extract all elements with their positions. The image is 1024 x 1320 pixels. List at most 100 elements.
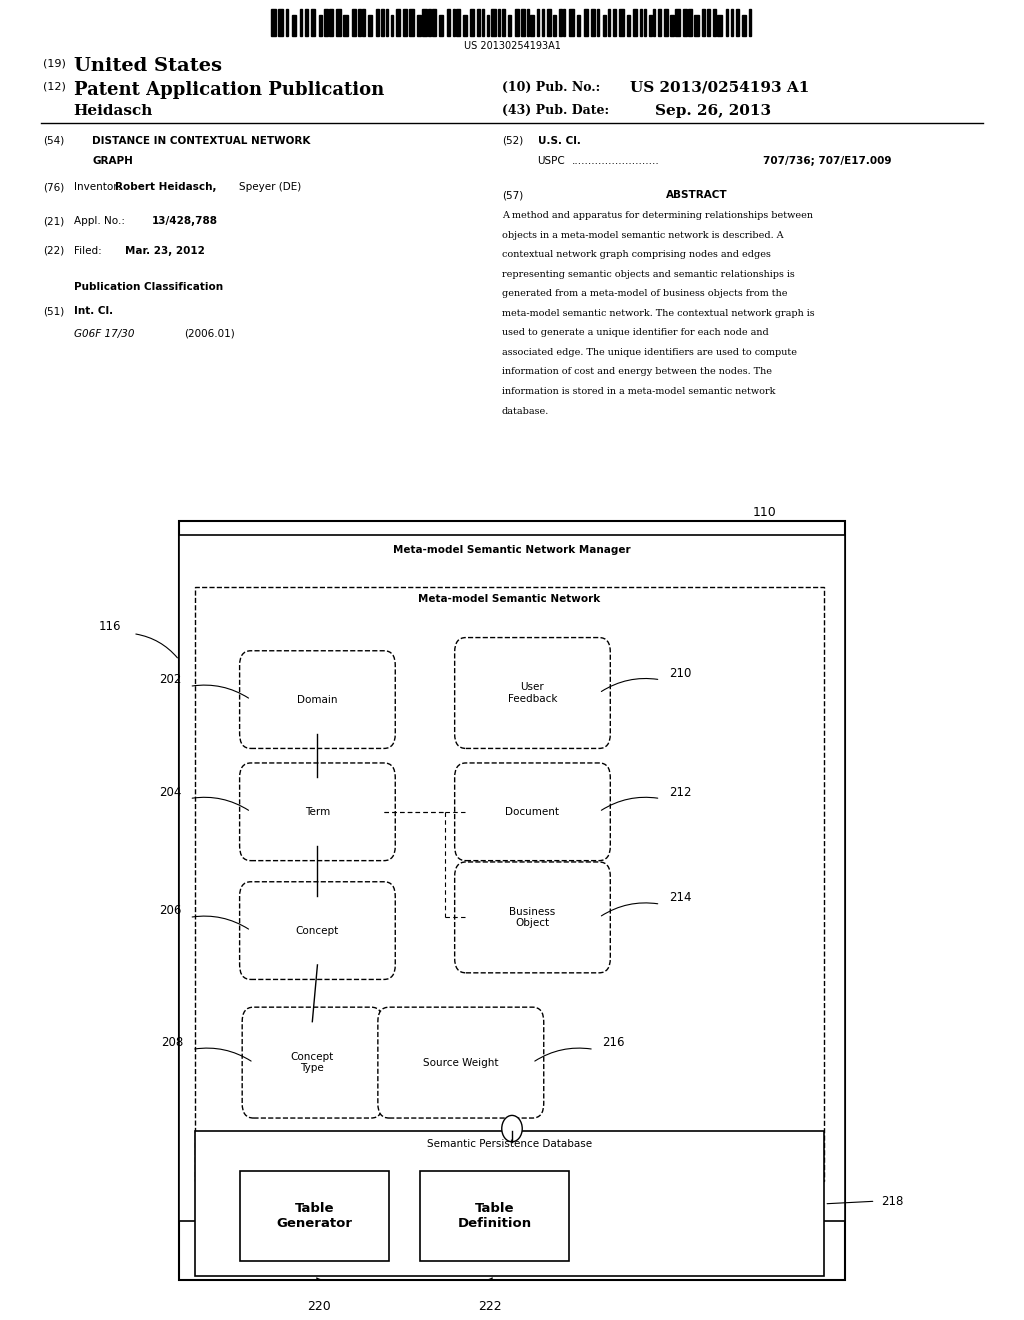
Text: used to generate a unique identifier for each node and: used to generate a unique identifier for…: [502, 329, 768, 338]
Bar: [649, 15, 651, 36]
Text: 214: 214: [669, 891, 691, 904]
Bar: [542, 9, 544, 36]
Text: 116: 116: [98, 620, 121, 634]
Text: information of cost and energy between the nodes. The: information of cost and energy between t…: [502, 367, 772, 376]
Bar: [592, 9, 595, 36]
Bar: [351, 9, 356, 36]
Bar: [403, 9, 408, 36]
Bar: [418, 15, 421, 36]
Text: Business
Object: Business Object: [509, 907, 556, 928]
Bar: [730, 9, 733, 36]
Bar: [324, 9, 328, 36]
Text: Term: Term: [305, 807, 330, 817]
Bar: [521, 9, 525, 36]
FancyBboxPatch shape: [240, 651, 395, 748]
FancyBboxPatch shape: [240, 882, 395, 979]
Bar: [607, 9, 610, 36]
Bar: [640, 9, 642, 36]
Bar: [597, 9, 599, 36]
Bar: [357, 9, 361, 36]
Bar: [423, 9, 427, 36]
Bar: [508, 15, 511, 36]
Bar: [675, 9, 680, 36]
Bar: [431, 9, 436, 36]
Bar: [179, 521, 845, 1280]
Text: Source Weight: Source Weight: [423, 1057, 499, 1068]
Bar: [502, 9, 505, 36]
Bar: [584, 9, 588, 36]
Text: (21): (21): [43, 216, 65, 227]
Text: 220: 220: [307, 1300, 331, 1313]
FancyBboxPatch shape: [455, 638, 610, 748]
Bar: [470, 9, 474, 36]
Bar: [563, 9, 565, 36]
Bar: [476, 9, 480, 36]
Text: ..........................: ..........................: [571, 156, 659, 166]
Bar: [713, 9, 716, 36]
Bar: [694, 15, 699, 36]
Bar: [658, 9, 660, 36]
Text: information is stored in a meta-model semantic network: information is stored in a meta-model se…: [502, 387, 775, 396]
Text: 222: 222: [478, 1300, 502, 1313]
Text: (19): (19): [43, 58, 66, 69]
Bar: [396, 9, 399, 36]
Text: A method and apparatus for determining relationships between: A method and apparatus for determining r…: [502, 211, 813, 220]
Bar: [726, 9, 728, 36]
Text: 202: 202: [159, 673, 181, 686]
Text: 212: 212: [669, 785, 691, 799]
Bar: [553, 15, 556, 36]
Bar: [537, 9, 540, 36]
Text: ABSTRACT: ABSTRACT: [666, 190, 727, 201]
Text: (2006.01): (2006.01): [184, 329, 236, 339]
Bar: [428, 9, 430, 36]
Bar: [311, 9, 315, 36]
FancyBboxPatch shape: [240, 763, 395, 861]
Text: Robert Heidasch,: Robert Heidasch,: [115, 182, 216, 193]
Text: Meta-model Semantic Network Manager: Meta-model Semantic Network Manager: [393, 545, 631, 556]
Text: (10) Pub. No.:: (10) Pub. No.:: [502, 81, 600, 94]
Text: 206: 206: [159, 904, 181, 917]
Bar: [292, 15, 296, 36]
Text: objects in a meta-model semantic network is described. A: objects in a meta-model semantic network…: [502, 231, 783, 240]
Text: Patent Application Publication: Patent Application Publication: [74, 81, 384, 99]
FancyBboxPatch shape: [242, 1007, 383, 1118]
Bar: [627, 15, 630, 36]
Text: Semantic Persistence Database: Semantic Persistence Database: [427, 1139, 592, 1150]
Text: Filed:: Filed:: [74, 246, 101, 256]
Bar: [559, 9, 561, 36]
Text: 707/736; 707/E17.009: 707/736; 707/E17.009: [763, 156, 891, 166]
Bar: [750, 9, 752, 36]
Bar: [386, 9, 388, 36]
Bar: [527, 9, 529, 36]
Text: US 20130254193A1: US 20130254193A1: [464, 41, 560, 51]
Bar: [653, 9, 655, 36]
Text: 110: 110: [753, 506, 776, 519]
Bar: [300, 9, 302, 36]
Text: database.: database.: [502, 407, 549, 416]
Bar: [602, 15, 606, 36]
Text: U.S. Cl.: U.S. Cl.: [538, 136, 581, 147]
Text: (12): (12): [43, 82, 66, 92]
Bar: [420, 1171, 569, 1261]
Bar: [463, 15, 467, 36]
Text: representing semantic objects and semantic relationships is: representing semantic objects and semant…: [502, 269, 795, 279]
Bar: [368, 15, 372, 36]
Bar: [286, 9, 288, 36]
Bar: [453, 9, 455, 36]
Bar: [683, 9, 687, 36]
Bar: [620, 9, 624, 36]
Text: (52): (52): [502, 136, 523, 147]
Text: 210: 210: [669, 667, 691, 680]
Bar: [665, 9, 669, 36]
Bar: [391, 15, 393, 36]
Bar: [329, 9, 334, 36]
Bar: [179, 535, 845, 1221]
Text: associated edge. The unique identifiers are used to compute: associated edge. The unique identifiers …: [502, 348, 797, 356]
Bar: [457, 9, 461, 36]
Text: 218: 218: [881, 1195, 903, 1208]
Text: Publication Classification: Publication Classification: [74, 282, 223, 293]
Text: Concept
Type: Concept Type: [291, 1052, 334, 1073]
Text: US 2013/0254193 A1: US 2013/0254193 A1: [630, 81, 809, 95]
Bar: [644, 9, 646, 36]
Bar: [279, 9, 283, 36]
